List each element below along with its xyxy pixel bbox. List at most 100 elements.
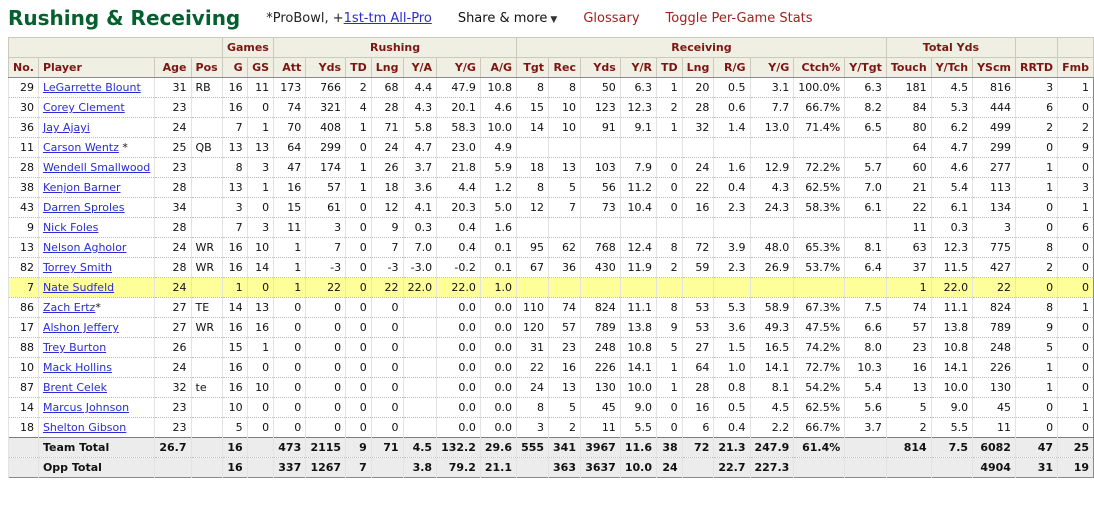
cell-rec: 10 — [548, 117, 581, 138]
player-link[interactable]: Kenjon Barner — [42, 181, 121, 194]
cell-r-g: 1.4 — [713, 117, 750, 138]
col-header-pos[interactable]: Pos — [190, 57, 223, 78]
table-row: 13 Nelson Agholor 24 WR 16 10 1 7 0 7 7.0 0.4 0.1 95 6… — [8, 237, 1094, 258]
col-header-y-a[interactable]: Y/A — [402, 57, 438, 78]
col-header-rec[interactable]: Rec — [548, 57, 581, 78]
group-header-blank — [1057, 37, 1094, 58]
col-header-rrtd[interactable]: RRTD — [1014, 57, 1059, 78]
cell-yds: 0 — [305, 417, 346, 438]
cell-a-g: 1.2 — [479, 177, 517, 198]
cell-fmb: 1 — [1057, 197, 1094, 218]
cell-g: 5 — [221, 417, 248, 438]
player-link[interactable]: Nelson Agholor — [42, 241, 127, 254]
col-header-no[interactable]: No. — [8, 57, 39, 78]
cell-td: 5 — [656, 337, 683, 358]
cell-att: 64 — [273, 137, 306, 158]
cell-y-tgt: 8.0 — [844, 337, 887, 358]
cell-age: 23 — [154, 417, 192, 438]
col-header-g[interactable]: G — [221, 57, 248, 78]
player-link[interactable]: Zach Ertz — [42, 301, 96, 314]
cell-player: Darren Sproles — [37, 197, 155, 218]
cell-att: 0 — [273, 377, 306, 398]
player-link[interactable]: Alshon Jeffery — [42, 321, 119, 334]
cell-yds: -3 — [305, 257, 346, 278]
cell-att: 15 — [273, 197, 306, 218]
player-link[interactable]: Corey Clement — [42, 101, 125, 114]
col-header-td[interactable]: TD — [656, 57, 683, 78]
player-link[interactable]: Shelton Gibson — [42, 421, 127, 434]
cell-td: 0 — [656, 197, 683, 218]
col-header-yds[interactable]: Yds — [580, 57, 621, 78]
cell-g: 7 — [221, 217, 248, 238]
cell-td: 0 — [345, 357, 372, 378]
col-header-gs[interactable]: GS — [246, 57, 275, 78]
col-header-y-g[interactable]: Y/G — [436, 57, 481, 78]
player-link[interactable]: LeGarrette Blount — [42, 81, 141, 94]
cell-rec: 8 — [548, 77, 581, 98]
col-header-a-g[interactable]: A/G — [479, 57, 518, 78]
cell-pos: RB — [190, 77, 223, 98]
col-header-y-tgt[interactable]: Y/Tgt — [844, 57, 887, 78]
cell-rec: 36 — [548, 257, 581, 278]
col-header-yds[interactable]: Yds — [305, 57, 347, 78]
col-header-lng[interactable]: Lng — [681, 57, 715, 78]
toggle-per-game-stats-link[interactable]: Toggle Per-Game Stats — [665, 10, 813, 26]
cell-rec: 13 — [548, 157, 581, 178]
cell-lng — [370, 457, 403, 478]
cell-rec: 10 — [548, 97, 581, 118]
col-header-r-g[interactable]: R/G — [713, 57, 751, 78]
cell-y-tch: 0.3 — [930, 217, 973, 238]
cell-y-tch: 11.1 — [930, 297, 973, 318]
cell-pos: QB — [190, 137, 223, 158]
cell-y-tch: 6.1 — [930, 197, 973, 218]
player-link[interactable]: Darren Sproles — [42, 201, 125, 214]
cell-y-g: 22.0 — [436, 277, 481, 298]
player-link[interactable]: Marcus Johnson — [42, 401, 130, 414]
cell-yscm: 789 — [972, 317, 1016, 338]
col-header-touch[interactable]: Touch — [885, 57, 932, 78]
cell-touch: 5 — [885, 397, 932, 418]
share-more-menu[interactable]: Share & more ▼ — [458, 11, 558, 26]
col-header-y-r[interactable]: Y/R — [619, 57, 658, 78]
col-header-tgt[interactable]: Tgt — [516, 57, 550, 78]
col-header-ctch[interactable]: Ctch% — [793, 57, 846, 78]
col-header-player[interactable]: Player — [37, 57, 156, 78]
cell-lng: 9 — [370, 217, 403, 238]
cell-td: 1 — [345, 177, 372, 198]
glossary-link[interactable]: Glossary — [583, 10, 640, 26]
col-header-fmb[interactable]: Fmb — [1057, 57, 1094, 78]
col-header-y-tch[interactable]: Y/Tch — [930, 57, 974, 78]
cell-td — [656, 217, 683, 238]
player-link[interactable]: Mack Hollins — [42, 361, 112, 374]
cell-fmb: 1 — [1057, 397, 1094, 418]
player-link[interactable]: Nate Sudfeld — [42, 281, 115, 294]
col-header-lng[interactable]: Lng — [370, 57, 404, 78]
player-link[interactable]: Nick Foles — [42, 221, 99, 234]
cell-tgt: 120 — [516, 317, 549, 338]
cell-yds: 3 — [305, 217, 346, 238]
col-header-att[interactable]: Att — [273, 57, 307, 78]
player-link[interactable]: Carson Wentz — [42, 141, 119, 154]
col-header-td[interactable]: TD — [345, 57, 372, 78]
player-link[interactable]: Torrey Smith — [42, 261, 112, 274]
cell-fmb: 6 — [1057, 217, 1094, 238]
player-link[interactable]: Brent Celek — [42, 381, 107, 394]
cell-lng — [681, 277, 714, 298]
player-link[interactable]: Wendell Smallwood — [42, 161, 151, 174]
cell-rrtd: 5 — [1014, 337, 1058, 358]
col-header-age[interactable]: Age — [154, 57, 192, 78]
cell-att: 0 — [273, 337, 306, 358]
all-pro-link[interactable]: 1st-tm All-Pro — [343, 10, 432, 26]
cell-td: 0 — [345, 197, 372, 218]
player-link[interactable]: Jay Ajayi — [42, 121, 90, 134]
col-header-yscm[interactable]: YScm — [972, 57, 1016, 78]
col-header-y-g[interactable]: Y/G — [749, 57, 795, 78]
cell-no: 43 — [8, 197, 39, 218]
cell-g: 16 — [221, 377, 248, 398]
player-link[interactable]: Trey Burton — [42, 341, 107, 354]
cell-y-g: 132.2 — [436, 437, 481, 458]
cell-lng: 0 — [370, 357, 403, 378]
cell-rrtd: 0 — [1014, 417, 1058, 438]
cell-yds: 73 — [580, 197, 621, 218]
cell-ctch: 72.2% — [793, 157, 845, 178]
